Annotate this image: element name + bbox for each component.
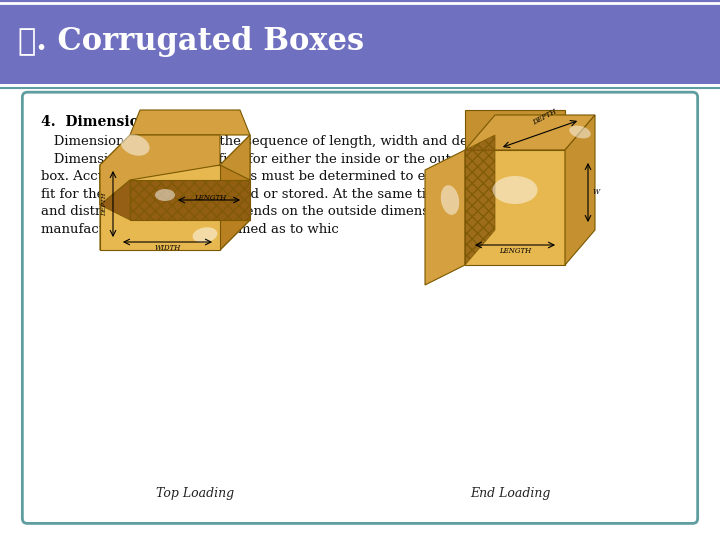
Text: Dimensions can be specified for either the inside or the outside of the: Dimensions can be specified for either t… bbox=[41, 153, 521, 166]
Polygon shape bbox=[100, 165, 220, 250]
Text: End Loading: End Loading bbox=[470, 488, 550, 501]
Polygon shape bbox=[465, 135, 495, 265]
Text: box. Accurate inside dimensions must be determined to ensure the proper: box. Accurate inside dimensions must be … bbox=[41, 170, 539, 183]
Ellipse shape bbox=[155, 189, 175, 201]
Polygon shape bbox=[130, 180, 250, 220]
Text: 四. Corrugated Boxes: 四. Corrugated Boxes bbox=[18, 26, 364, 57]
Polygon shape bbox=[130, 110, 250, 135]
Polygon shape bbox=[100, 135, 220, 205]
Text: manufacturer should be informed as to whic: manufacturer should be informed as to wh… bbox=[41, 222, 339, 235]
Text: LENGTH: LENGTH bbox=[194, 194, 226, 202]
Polygon shape bbox=[425, 150, 465, 285]
Text: LENGTH: LENGTH bbox=[499, 247, 531, 255]
Text: Top Loading: Top Loading bbox=[156, 488, 234, 501]
Text: fit for the product being shipped or stored. At the same time, palletizing: fit for the product being shipped or sto… bbox=[41, 188, 525, 201]
Text: W: W bbox=[593, 188, 600, 196]
Polygon shape bbox=[100, 165, 130, 220]
Polygon shape bbox=[465, 150, 565, 265]
Text: 4.  Dimensioning: 4. Dimensioning bbox=[41, 115, 174, 129]
Text: WIDTH: WIDTH bbox=[155, 244, 181, 252]
Polygon shape bbox=[130, 180, 250, 220]
Polygon shape bbox=[220, 135, 250, 180]
Text: Dimensions are given in the sequence of length, width and depth.: Dimensions are given in the sequence of … bbox=[41, 135, 495, 148]
Bar bbox=[0, 0, 720, 84]
Polygon shape bbox=[100, 220, 250, 250]
Text: and distributing the boxes depends on the outside dimensions. The box: and distributing the boxes depends on th… bbox=[41, 205, 518, 218]
Polygon shape bbox=[565, 115, 595, 265]
Polygon shape bbox=[465, 110, 565, 150]
Ellipse shape bbox=[193, 227, 217, 242]
Ellipse shape bbox=[492, 176, 538, 204]
Polygon shape bbox=[465, 115, 595, 150]
Text: DEPTH: DEPTH bbox=[102, 192, 107, 216]
Ellipse shape bbox=[570, 125, 590, 138]
Ellipse shape bbox=[441, 185, 459, 215]
Polygon shape bbox=[220, 135, 250, 250]
Ellipse shape bbox=[120, 134, 150, 156]
Polygon shape bbox=[100, 135, 130, 250]
Text: DEPTH: DEPTH bbox=[531, 107, 559, 127]
FancyBboxPatch shape bbox=[22, 92, 698, 523]
